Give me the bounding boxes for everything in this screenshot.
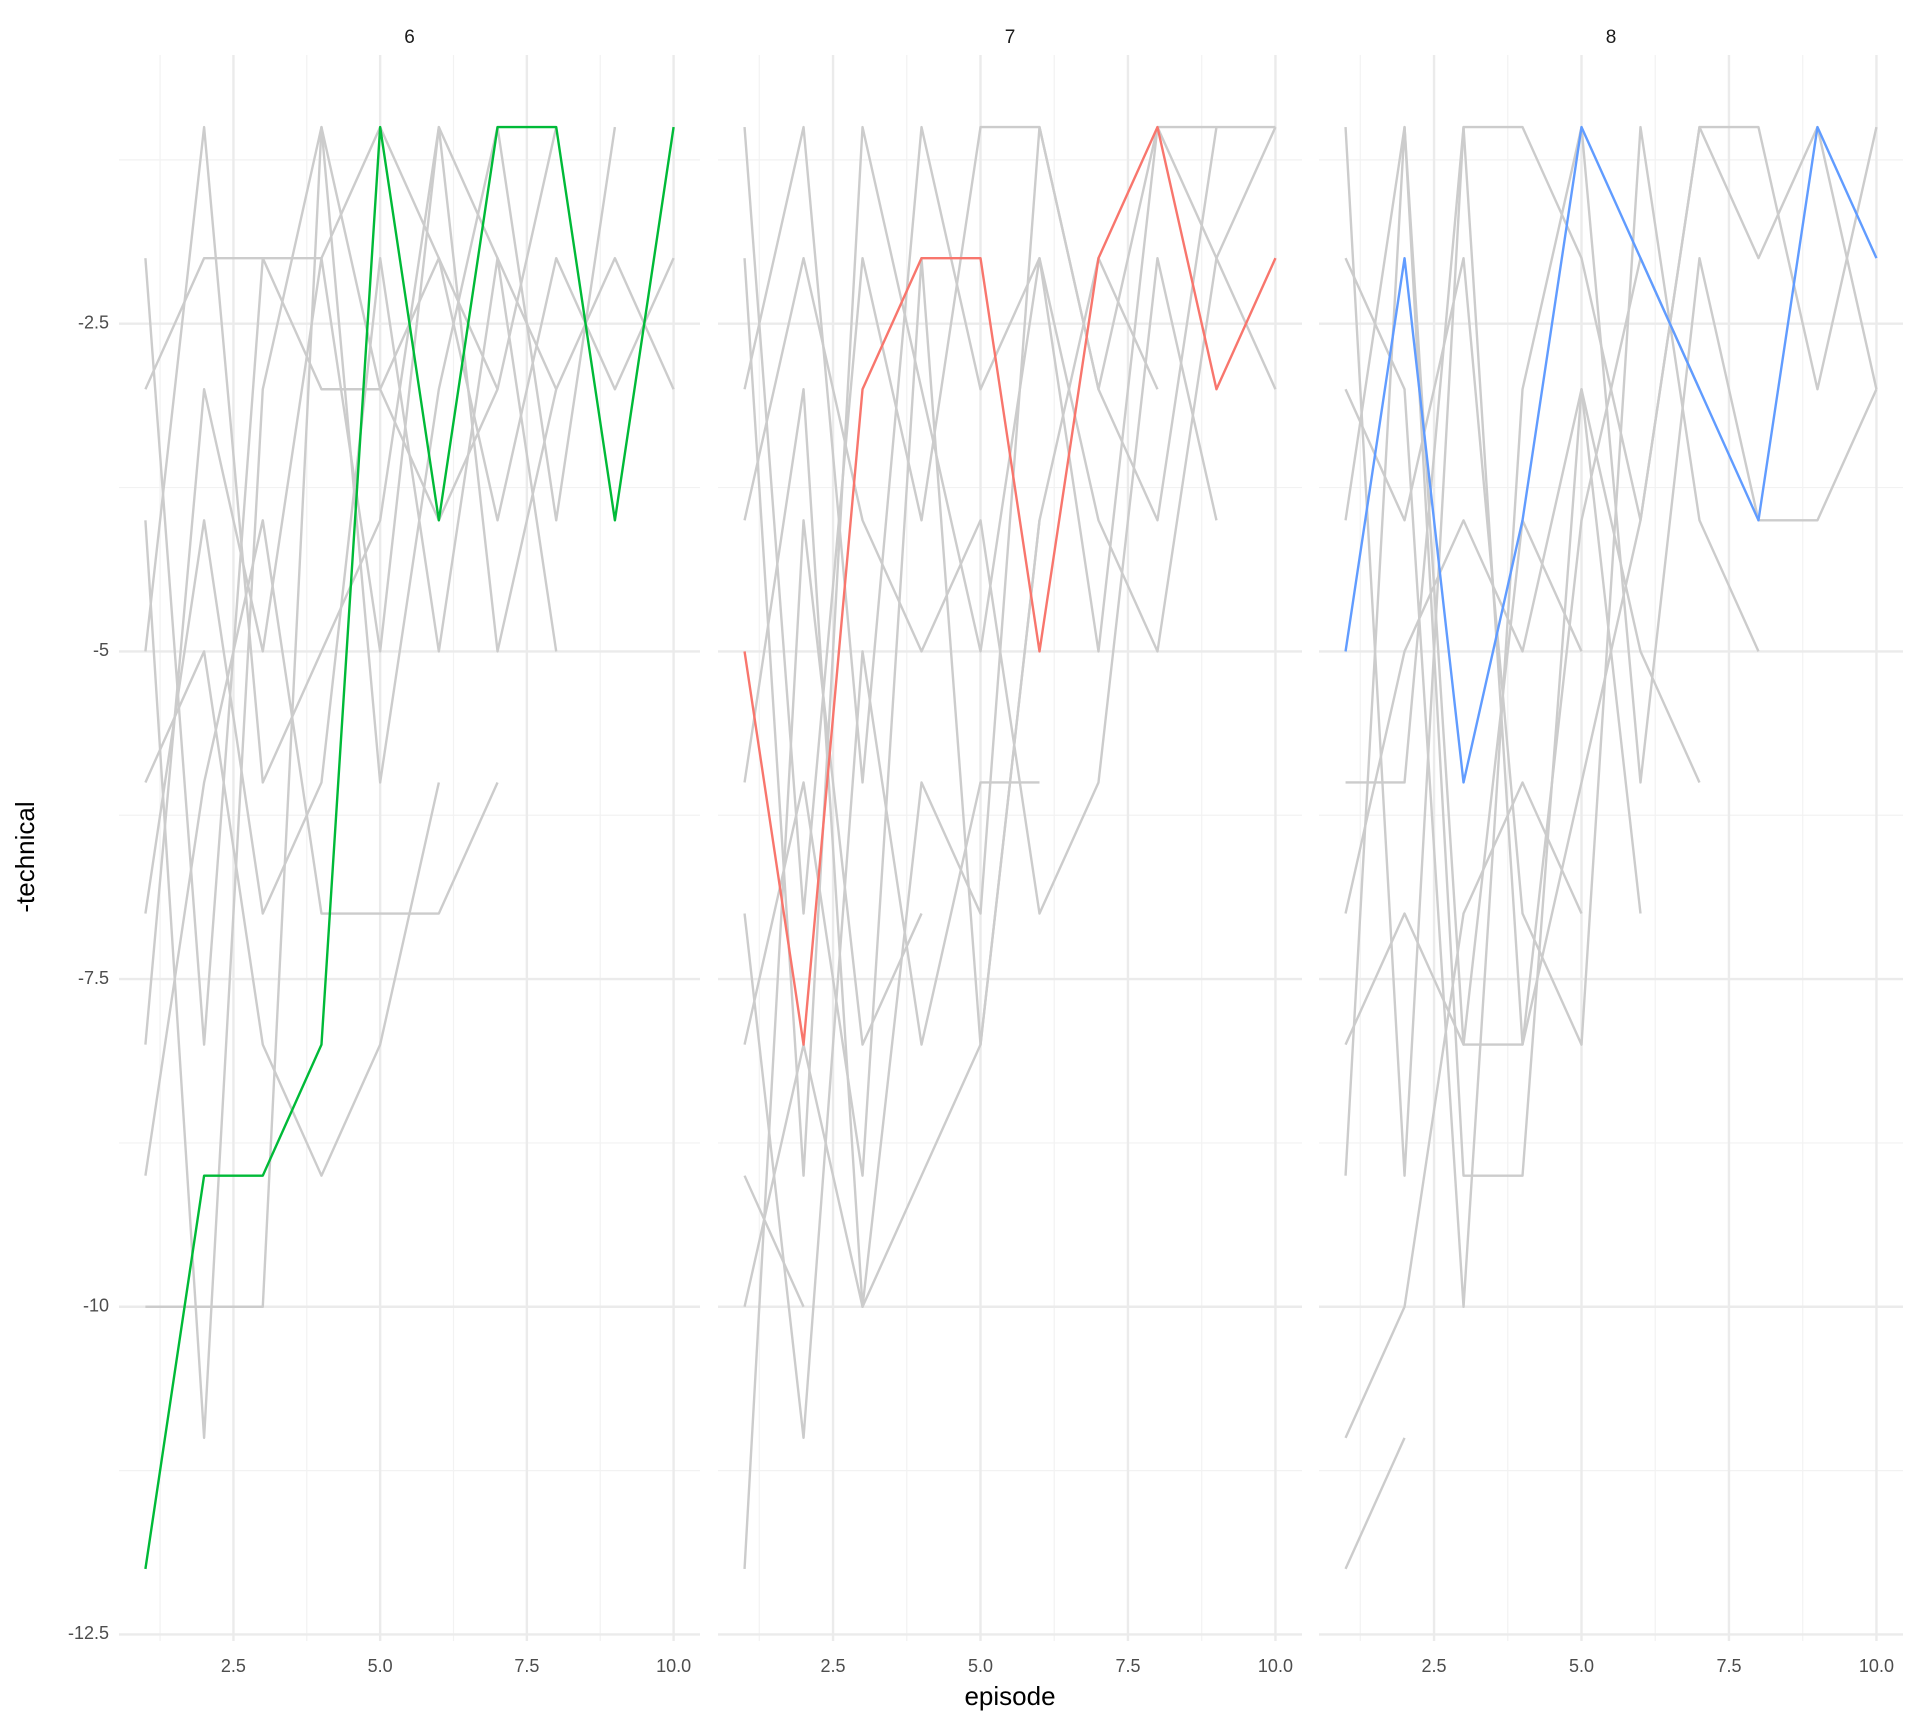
series-line — [145, 125, 558, 1308]
series-line — [144, 256, 558, 915]
panel-title: 6 — [404, 27, 415, 48]
y-tick-label: -10 — [83, 1296, 109, 1316]
series-line — [144, 125, 675, 1570]
x-tick-label: 7.5 — [1115, 1656, 1140, 1676]
x-tick-label: 10.0 — [1859, 1656, 1894, 1676]
series-line — [1344, 125, 1878, 1308]
y-tick-label: -2.5 — [78, 312, 109, 332]
x-axis-label: episode — [964, 1681, 1055, 1711]
series-line — [743, 256, 1218, 915]
series-line — [1344, 125, 1878, 784]
x-tick-label: 7.5 — [1716, 1656, 1741, 1676]
series-line — [743, 125, 1276, 915]
series-line — [1344, 1437, 1406, 1570]
y-axis-label: -technical — [10, 801, 40, 912]
x-tick-label: 5.0 — [1569, 1656, 1594, 1676]
series-line — [743, 256, 1159, 1308]
panel-title: 8 — [1606, 27, 1617, 48]
x-tick-label: 2.5 — [221, 1656, 246, 1676]
x-tick-label: 2.5 — [821, 1656, 846, 1676]
series-line — [743, 1175, 805, 1308]
y-tick-label: -5 — [93, 640, 109, 660]
series-line — [1344, 125, 1583, 1176]
x-tick-label: 7.5 — [514, 1656, 539, 1676]
x-tick-label: 5.0 — [368, 1656, 393, 1676]
series-line — [144, 519, 499, 1176]
series-line — [743, 650, 1040, 1440]
series-line — [743, 519, 923, 1569]
x-tick-label: 10.0 — [656, 1656, 691, 1676]
series-line — [743, 125, 1277, 1046]
series-line — [1344, 781, 1583, 1439]
x-tick-label: 5.0 — [968, 1656, 993, 1676]
series-line — [743, 125, 1277, 784]
y-tick-label: -7.5 — [78, 968, 109, 988]
y-tick-label: -12.5 — [68, 1623, 109, 1643]
series-line — [1344, 125, 1760, 1046]
series-line — [144, 125, 499, 1045]
x-tick-label: 2.5 — [1422, 1656, 1447, 1676]
series-line — [144, 125, 617, 1440]
panel-title: 7 — [1005, 27, 1016, 48]
x-tick-label: 10.0 — [1258, 1656, 1293, 1676]
